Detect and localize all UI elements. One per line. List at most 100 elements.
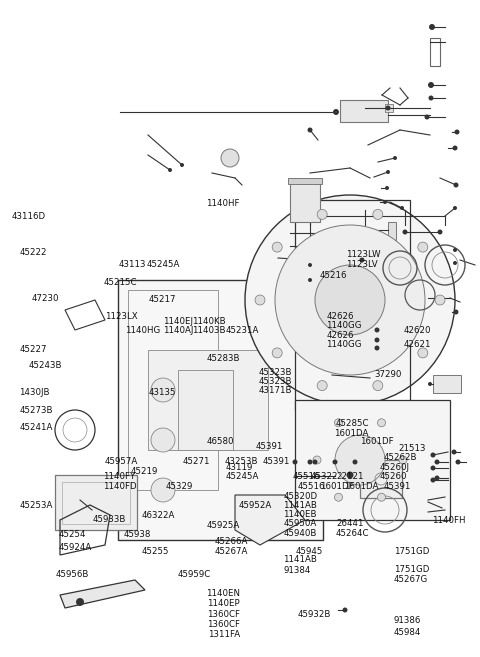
Text: 45243B: 45243B	[29, 361, 62, 370]
Text: 1140FH: 1140FH	[432, 516, 466, 525]
Text: 1123LV: 1123LV	[346, 260, 377, 269]
Bar	[118, 280, 323, 540]
Text: 45262B: 45262B	[384, 453, 418, 463]
Circle shape	[431, 466, 435, 470]
Circle shape	[377, 493, 385, 501]
Text: 45950A: 45950A	[283, 519, 316, 528]
Circle shape	[335, 419, 343, 427]
Text: 22121: 22121	[336, 472, 363, 482]
Bar	[290, 180, 320, 222]
Text: 45320D: 45320D	[283, 491, 317, 501]
Bar	[178, 370, 233, 450]
Text: 1140HG: 1140HG	[125, 326, 160, 335]
Text: 45933B: 45933B	[92, 514, 126, 524]
Text: 43253B: 43253B	[225, 457, 258, 466]
Text: 45271: 45271	[182, 457, 210, 466]
Circle shape	[245, 195, 455, 405]
Circle shape	[255, 295, 265, 305]
Bar	[385, 104, 393, 112]
Circle shape	[308, 127, 312, 133]
Circle shape	[403, 229, 408, 235]
Circle shape	[335, 435, 385, 485]
Text: 1360CF: 1360CF	[207, 610, 240, 619]
Text: 45940B: 45940B	[283, 529, 317, 538]
Text: 1311FA: 1311FA	[208, 629, 240, 639]
Text: 42626: 42626	[326, 330, 354, 340]
Text: 46322A: 46322A	[142, 510, 175, 520]
Circle shape	[317, 210, 327, 219]
Text: 1140EN: 1140EN	[206, 589, 240, 598]
Text: 46580: 46580	[206, 437, 234, 446]
Text: 45945: 45945	[296, 547, 323, 556]
Text: 37290: 37290	[374, 370, 402, 379]
Circle shape	[455, 129, 459, 135]
Text: 45959C: 45959C	[178, 570, 211, 579]
Circle shape	[374, 346, 380, 350]
Text: 1601DF: 1601DF	[360, 437, 394, 446]
Bar	[288, 178, 322, 184]
Circle shape	[313, 456, 321, 464]
Circle shape	[429, 95, 433, 101]
Text: 43171B: 43171B	[258, 386, 292, 396]
Circle shape	[312, 459, 317, 464]
Circle shape	[418, 242, 428, 252]
Circle shape	[343, 608, 348, 612]
Text: 45924A: 45924A	[59, 543, 92, 552]
Text: 45322: 45322	[311, 472, 338, 482]
Circle shape	[385, 186, 389, 190]
Text: 1140FD: 1140FD	[103, 482, 137, 491]
Bar	[62, 482, 130, 524]
Text: 45956B: 45956B	[55, 570, 89, 579]
Circle shape	[352, 459, 358, 464]
Text: 42626: 42626	[326, 312, 354, 321]
Circle shape	[373, 210, 383, 219]
Text: 1360CF: 1360CF	[207, 620, 240, 629]
Circle shape	[434, 476, 440, 480]
Circle shape	[431, 453, 435, 457]
Bar	[340, 100, 388, 122]
Circle shape	[453, 206, 457, 210]
Circle shape	[333, 109, 339, 115]
Circle shape	[429, 24, 435, 30]
Text: 1123LX: 1123LX	[105, 312, 137, 321]
Bar	[345, 232, 357, 256]
Text: 45227: 45227	[19, 345, 47, 354]
Text: 43135: 43135	[149, 388, 176, 397]
Circle shape	[308, 278, 312, 282]
Circle shape	[308, 263, 312, 267]
Text: 43116D: 43116D	[12, 212, 46, 221]
Circle shape	[431, 478, 435, 482]
Circle shape	[168, 168, 172, 172]
Text: 1141AB: 1141AB	[283, 555, 317, 564]
Circle shape	[151, 378, 175, 402]
Bar	[55, 475, 137, 530]
Text: 1140GG: 1140GG	[326, 340, 362, 349]
Text: 45266A: 45266A	[215, 537, 249, 546]
Text: 1140AJ: 1140AJ	[163, 326, 193, 335]
Text: 1140FY: 1140FY	[103, 472, 135, 482]
Circle shape	[151, 428, 175, 452]
Circle shape	[428, 382, 432, 386]
Text: 45260J: 45260J	[379, 463, 409, 472]
Text: 45329: 45329	[166, 482, 193, 491]
Text: 42620: 42620	[403, 326, 431, 335]
Circle shape	[453, 261, 457, 265]
Bar	[433, 375, 461, 393]
Text: 43119: 43119	[226, 463, 253, 472]
Text: 1140EB: 1140EB	[283, 510, 317, 519]
Text: 1430JB: 1430JB	[19, 388, 50, 397]
Text: 91384: 91384	[283, 566, 311, 575]
Circle shape	[400, 206, 404, 210]
Text: 45273B: 45273B	[19, 406, 53, 415]
Text: 1140GG: 1140GG	[326, 321, 362, 330]
Text: 45267G: 45267G	[394, 575, 428, 584]
Circle shape	[453, 248, 457, 252]
Text: 45264C: 45264C	[336, 529, 370, 538]
Text: 47230: 47230	[31, 294, 59, 304]
Text: 1140KB: 1140KB	[192, 317, 226, 326]
Text: 45260: 45260	[379, 472, 407, 482]
Polygon shape	[60, 580, 145, 608]
Circle shape	[308, 459, 312, 464]
Circle shape	[333, 459, 337, 464]
Circle shape	[221, 149, 239, 167]
